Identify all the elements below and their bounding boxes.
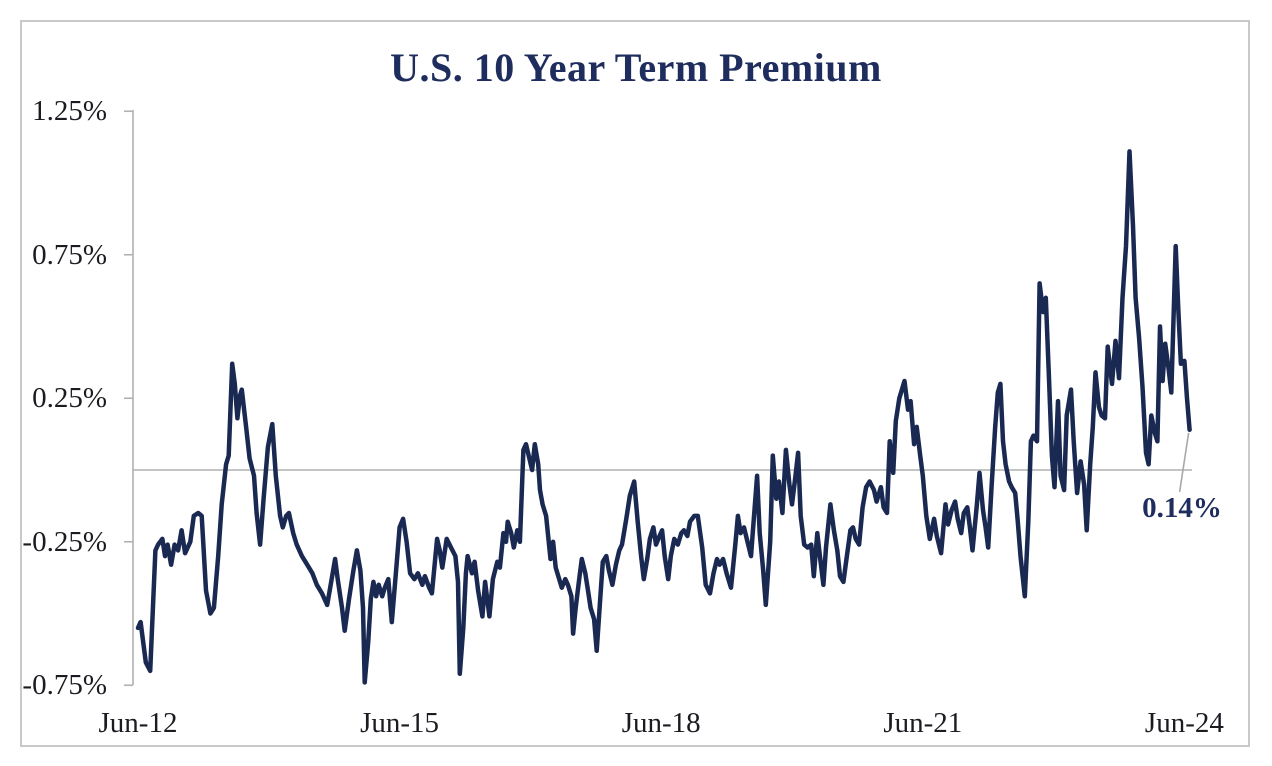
y-tick-label: 0.75%	[32, 238, 107, 271]
chart-title: U.S. 10 Year Term Premium	[390, 45, 882, 90]
y-tick-label: -0.75%	[22, 669, 107, 702]
y-tick-label: 1.25%	[32, 95, 107, 128]
x-tick-label: Jun-24	[1144, 707, 1224, 739]
term-premium-line	[135, 149, 1192, 685]
x-tick-label: Jun-21	[883, 707, 963, 739]
last-value-label: 0.14%	[1142, 492, 1222, 524]
x-tick-label: Jun-12	[98, 707, 178, 739]
annotation-leader-line	[1178, 432, 1190, 492]
x-tick-label: Jun-15	[360, 707, 440, 739]
y-tick-label: -0.25%	[22, 525, 107, 558]
x-tick-label: Jun-18	[621, 707, 701, 739]
y-tick-label: 0.25%	[32, 382, 107, 415]
chart-frame	[20, 20, 1250, 747]
